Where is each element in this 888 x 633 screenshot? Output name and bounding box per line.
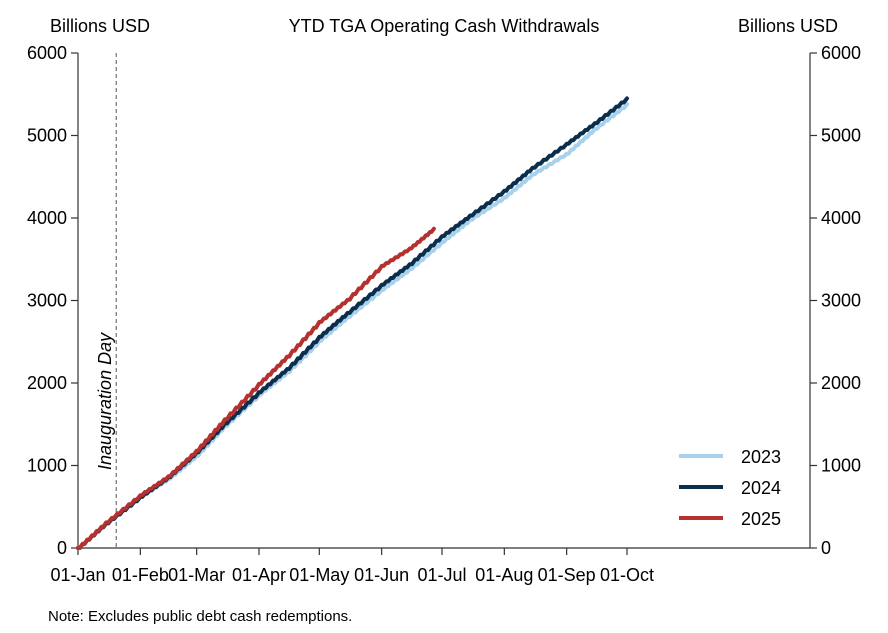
- y-tick-label-right: 0: [821, 538, 831, 558]
- y-tick-label-right: 5000: [821, 126, 861, 146]
- y-tick-label-right: 3000: [821, 291, 861, 311]
- axes: [77, 53, 811, 549]
- legend-label-2024: 2024: [741, 478, 781, 498]
- series-lines: [76, 96, 629, 550]
- y-tick-label-right: 6000: [821, 43, 861, 63]
- legend-label-2025: 2025: [741, 509, 781, 529]
- y-tick-label-left: 0: [57, 538, 67, 558]
- y-tick-label-left: 1000: [27, 456, 67, 476]
- x-ticks: 01-Jan 01-Feb 01-Mar 01-Apr 01-May 01-Jun 01-J…: [50, 548, 654, 585]
- y-tick-label-right: 1000: [821, 456, 861, 476]
- inauguration-label: Inauguration Day: [95, 332, 115, 470]
- y-tick-label-left: 3000: [27, 291, 67, 311]
- legend: 2023 2024 2025: [679, 447, 781, 529]
- y-tick-label-right: 4000: [821, 208, 861, 228]
- x-tick-label: 01-Jul: [417, 565, 466, 585]
- x-tick-label: 01-Mar: [168, 565, 225, 585]
- legend-label-2023: 2023: [741, 447, 781, 467]
- x-tick-label: 01-May: [289, 565, 349, 585]
- x-tick-label: 01-Oct: [600, 565, 654, 585]
- series-line-2025: [76, 226, 436, 550]
- x-tick-label: 01-Apr: [232, 565, 286, 585]
- y-tick-label-left: 2000: [27, 373, 67, 393]
- chart-title: YTD TGA Operating Cash Withdrawals: [289, 16, 600, 36]
- x-tick-label: 01-Sep: [538, 565, 596, 585]
- note: Note: Excludes public debt cash redempti…: [48, 608, 352, 625]
- x-tick-label: 01-Jun: [354, 565, 409, 585]
- y-tick-label-left: 4000: [27, 208, 67, 228]
- x-tick-label: 01-Aug: [475, 565, 533, 585]
- left-y-label: Billions USD: [50, 16, 150, 36]
- right-y-label: Billions USD: [738, 16, 838, 36]
- y-tick-label-left: 5000: [27, 126, 67, 146]
- right-y-ticks: 0 1000 2000 3000 4000 5000 6000: [810, 43, 861, 558]
- x-tick-label: 01-Feb: [112, 565, 169, 585]
- left-y-ticks: 0 1000 2000 3000 4000 5000 6000: [27, 43, 78, 558]
- x-tick-label: 01-Jan: [50, 565, 105, 585]
- y-tick-label-left: 6000: [27, 43, 67, 63]
- y-tick-label-right: 2000: [821, 373, 861, 393]
